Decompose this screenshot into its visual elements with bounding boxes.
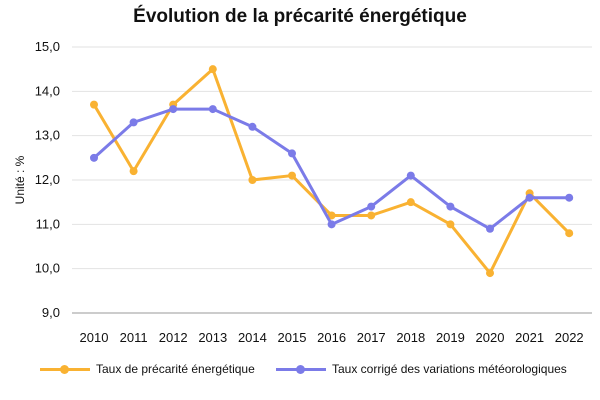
y-tick-label: 11,0 (36, 216, 60, 231)
legend-swatch-1 (40, 364, 90, 374)
data-point[interactable] (169, 105, 178, 114)
legend: Taux de précarité énergétique Taux corri… (0, 362, 600, 382)
data-point[interactable] (288, 149, 296, 158)
data-point[interactable] (486, 269, 494, 278)
chart-title: Évolution de la précarité énergétique (133, 6, 467, 27)
data-point[interactable] (446, 202, 455, 211)
x-tick-label: 2020 (476, 330, 505, 345)
data-point[interactable] (327, 220, 336, 229)
data-point[interactable] (248, 176, 257, 184)
data-point[interactable] (327, 211, 336, 220)
x-tick-label: 2014 (238, 330, 267, 345)
x-tick-label: 2017 (357, 330, 386, 345)
legend-item-1[interactable]: Taux de précarité énergétique (40, 362, 255, 376)
series-line-1 (92, 67, 571, 275)
x-tick-label: 2010 (80, 330, 109, 345)
legend-label-1: Taux de précarité énergétique (96, 362, 255, 376)
data-point[interactable] (367, 211, 376, 220)
y-tick-label: 10,0 (35, 261, 60, 276)
y-tick-label: 14,0 (35, 83, 60, 98)
data-point[interactable] (565, 193, 574, 202)
series-line-2 (92, 107, 570, 231)
x-tick-label: 2015 (278, 330, 307, 345)
data-point[interactable] (406, 171, 415, 180)
data-point[interactable] (208, 65, 217, 74)
y-tick-label: 15,0 (35, 39, 60, 54)
y-tick-label: 9,0 (42, 305, 60, 320)
x-tick-label: 2013 (198, 330, 227, 345)
y-axis-label: Unité : % (13, 155, 27, 204)
x-tick-label: 2018 (396, 330, 425, 345)
data-point[interactable] (90, 100, 98, 109)
x-tick-label: 2022 (555, 330, 584, 345)
data-point[interactable] (129, 167, 138, 176)
legend-item-2[interactable]: Taux corrigé des variations météorologiq… (276, 362, 567, 376)
data-point[interactable] (248, 122, 257, 131)
data-point[interactable] (525, 193, 534, 202)
data-point[interactable] (367, 202, 376, 211)
legend-swatch-2 (276, 364, 326, 374)
data-point[interactable] (565, 229, 574, 238)
x-tick-label: 2011 (120, 330, 148, 345)
y-tick-label: 12,0 (35, 172, 60, 187)
x-tick-label: 2012 (159, 330, 188, 345)
legend-label-2: Taux corrigé des variations météorologiq… (332, 362, 567, 376)
data-point[interactable] (288, 171, 296, 180)
data-point[interactable] (129, 118, 138, 127)
x-tick-label: 2019 (436, 330, 465, 345)
data-point[interactable] (208, 105, 217, 114)
x-tick-label: 2021 (515, 330, 544, 345)
data-point[interactable] (90, 153, 98, 162)
data-point[interactable] (446, 220, 455, 229)
data-point[interactable] (486, 224, 494, 233)
x-tick-label: 2016 (317, 330, 346, 345)
y-tick-label: 13,0 (35, 128, 60, 143)
data-point[interactable] (406, 198, 415, 207)
